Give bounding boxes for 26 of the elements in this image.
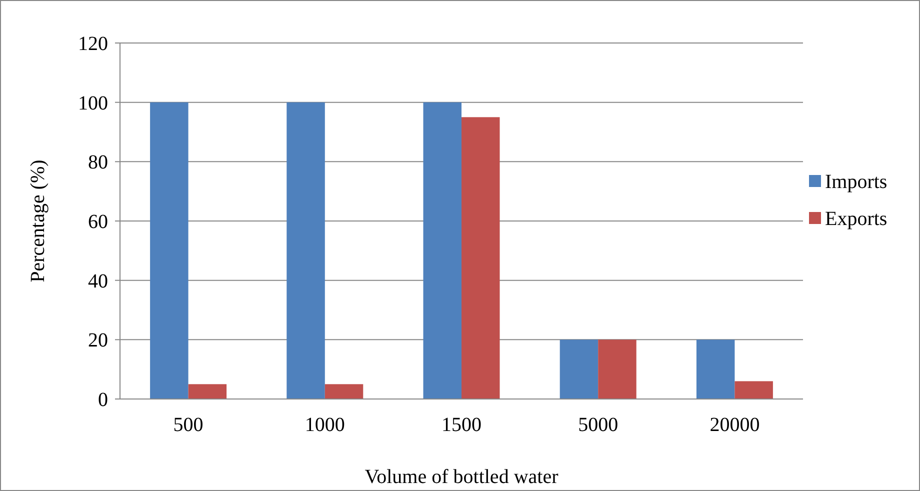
bar — [462, 117, 500, 399]
bar — [150, 102, 188, 399]
bar — [696, 340, 735, 399]
y-axis-title: Percentage (%) — [27, 160, 49, 282]
y-tick-label: 20 — [88, 330, 108, 352]
x-tick-label: 5000 — [578, 414, 618, 436]
x-tick-label: 500 — [173, 414, 204, 436]
x-axis-title: Volume of bottled water — [364, 466, 559, 488]
x-tick-label: 1000 — [304, 414, 345, 436]
legend-label: Imports — [825, 171, 888, 193]
y-tick-label: 40 — [88, 270, 108, 292]
bar — [286, 102, 325, 399]
y-tick-label: 100 — [78, 92, 108, 114]
y-tick-label: 60 — [88, 211, 108, 233]
bar — [423, 102, 462, 399]
bar — [734, 381, 773, 399]
y-tick-label: 0 — [98, 389, 108, 411]
bar — [598, 340, 636, 399]
x-tick-label: 1500 — [442, 414, 482, 436]
bar — [324, 384, 364, 399]
legend-label: Exports — [825, 208, 888, 230]
y-tick-label: 80 — [88, 152, 108, 174]
x-tick-label: 20000 — [710, 414, 760, 436]
y-tick-label: 120 — [78, 33, 108, 55]
bar — [560, 340, 598, 399]
bar — [188, 384, 227, 399]
